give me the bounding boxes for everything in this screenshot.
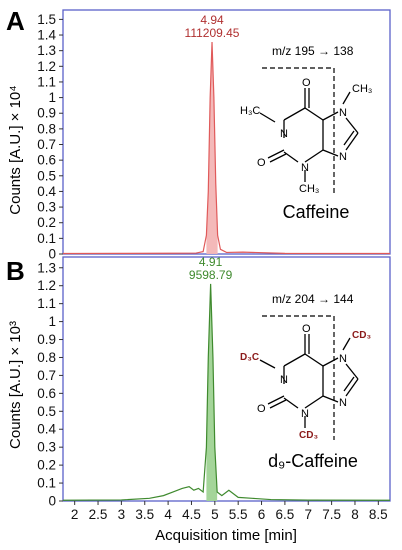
panel-b-x-ticks: 2 2.5 3 3.5 4 4.5 5 5.5 6 6.5 7 7.5 8 8.5 <box>71 501 388 522</box>
x-tick-label: 8.5 <box>369 507 388 522</box>
panel-a-methyl-n1: H₃C <box>240 105 260 117</box>
panel-b-peak-time-label: 4.91 <box>199 255 223 269</box>
x-tick-label: 7 <box>304 507 312 522</box>
panel-b-y-tick-label: 0.9 <box>37 332 56 347</box>
panel-b-atom-n9: N <box>339 397 347 409</box>
x-tick-label: 8 <box>351 507 359 522</box>
panel-a-y-tick-label: 1.3 <box>37 43 56 58</box>
panel-b-series-line <box>62 283 391 501</box>
x-axis-title: Acquisition time [min] <box>155 527 297 544</box>
panel-a-transition-label: m/z 195 → 138 <box>272 44 354 58</box>
panel-a-structure-bonds <box>259 88 359 182</box>
panel-a-atom-n1: N <box>280 128 288 140</box>
panel-b-deutero-methyl-n1: D₃C <box>240 352 259 363</box>
panel-a-y-tick-label: 0.8 <box>37 121 56 136</box>
panel-b-y-axis-title: Counts [A.U.] × 10³ <box>7 321 24 449</box>
panel-a-y-tick-label: 1.2 <box>37 59 56 74</box>
panel-a-y-tick-label: 0.7 <box>37 137 56 152</box>
panel-a-atom-o1: O <box>302 77 311 89</box>
panel-a-y-tick-label: 0.9 <box>37 106 56 121</box>
panel-b-y-tick-label: 1 <box>48 314 56 329</box>
panel-b-label: B <box>6 256 25 286</box>
x-tick-label: 4 <box>164 507 172 522</box>
x-tick-label: 7.5 <box>322 507 341 522</box>
panel-a-series-line <box>63 42 390 255</box>
panel-b-deutero-methyl-n7: CD₃ <box>352 330 371 341</box>
x-tick-label: 4.5 <box>182 507 201 522</box>
panel-b-y-ticks: 0 0.1 0.2 0.3 0.4 0.5 0.6 0.7 0.8 0.9 1 1.1 1.2 1.3 <box>37 260 63 509</box>
panel-a-y-tick-label: 0.5 <box>37 168 56 183</box>
panel-a-y-axis-title: Counts [A.U.] × 10⁴ <box>7 85 24 214</box>
panel-a-caffeine-structure: N N N N O O H₃C CH₃ CH₃ <box>240 77 372 195</box>
panel-b-transition-label: m/z 204 → 144 <box>272 292 354 306</box>
panel-a-atom-o2: O <box>257 157 266 169</box>
panel-b-structure-bonds <box>259 334 359 428</box>
x-tick-label: 2 <box>71 507 79 522</box>
x-tick-label: 5 <box>211 507 219 522</box>
panel-a-methyl-n3: CH₃ <box>299 183 319 195</box>
x-tick-label: 5.5 <box>229 507 248 522</box>
panel-a-y-tick-label: 1.1 <box>37 74 56 89</box>
panel-b-atom-n1: N <box>280 374 288 386</box>
panel-b-y-tick-label: 1.3 <box>37 260 56 275</box>
panel-a-atom-n9: N <box>339 151 347 163</box>
panel-b-y-tick-label: 0.7 <box>37 368 56 383</box>
panel-a-y-tick-label: 0.6 <box>37 153 56 168</box>
x-tick-label: 6 <box>258 507 266 522</box>
panel-b-atom-o1: O <box>302 323 311 335</box>
panel-b-series <box>62 283 391 501</box>
panel-b-peak-area-label: 9598.79 <box>189 268 233 282</box>
x-tick-label: 2.5 <box>89 507 108 522</box>
panel-a-atom-n7: N <box>339 107 347 119</box>
panel-b-y-tick-label: 0.4 <box>37 422 56 437</box>
panel-a-y-tick-label: 0.2 <box>37 215 56 230</box>
panel-b-y-tick-label: 0.5 <box>37 404 56 419</box>
panel-a-y-ticks: 00.10.20.30.40.50.60.70.80.911.11.21.31.… <box>37 12 63 262</box>
panel-b-atom-n7: N <box>339 353 347 365</box>
panel-b-y-tick-label: 0.3 <box>37 440 56 455</box>
panel-a-peak-area-label: 111209.45 <box>185 26 240 40</box>
panel-b-plot-frame <box>62 256 391 502</box>
panel-a-compound-name: Caffeine <box>283 202 350 222</box>
panel-b-deutero-methyl-n3: CD₃ <box>299 430 318 441</box>
panel-a-peak-time-label: 4.94 <box>200 13 224 27</box>
panel-a-y-tick-label: 0.3 <box>37 200 56 215</box>
x-tick-label: 3.5 <box>135 507 154 522</box>
panel-b-atom-o2: O <box>257 403 266 415</box>
panel-a-y-tick-label: 1 <box>48 90 56 105</box>
panel-a-y-tick-label: 0.1 <box>37 231 56 246</box>
panel-b-atom-n3: N <box>301 408 309 420</box>
panel-b-d9-caffeine-structure: N N N N O O D₃C CD₃ CD₃ <box>240 323 371 441</box>
panel-a-fragmentation-line <box>262 67 335 195</box>
panel-a-y-tick-label: 0.4 <box>37 184 56 199</box>
panel-b-y-tick-label: 1.1 <box>37 296 56 311</box>
panel-a-series <box>63 42 390 255</box>
x-tick-label: 3 <box>118 507 126 522</box>
panel-b-y-tick-label: 0.8 <box>37 350 56 365</box>
panel-a-y-tick-label: 0 <box>48 247 56 262</box>
panel-a: A Counts [A.U.] × 10⁴ 00.10.20.30.40.50.… <box>6 6 391 262</box>
panel-a-y-tick-label: 1.5 <box>37 12 56 27</box>
panel-b-fragmentation-line <box>262 315 335 440</box>
panel-a-label: A <box>6 6 25 36</box>
panel-b-y-tick-label: 0.1 <box>37 476 56 491</box>
panel-a-atom-n3: N <box>301 162 309 174</box>
panel-b: B Counts [A.U.] × 10³ 0 0.1 0.2 0.3 0.4 0.5 0.… <box>6 255 391 544</box>
panel-b-y-tick-label: 0.2 <box>37 458 56 473</box>
panel-b-y-tick-label: 0.6 <box>37 386 56 401</box>
panel-a-y-tick-label: 1.4 <box>37 28 56 43</box>
panel-b-y-tick-label: 1.2 <box>37 278 56 293</box>
panel-a-methyl-n7: CH₃ <box>352 83 372 95</box>
panel-a-plot-frame <box>62 9 391 255</box>
panel-b-compound-name: d₉-Caffeine <box>268 451 358 471</box>
x-tick-label: 6.5 <box>276 507 295 522</box>
panel-a-peak-area-fill <box>206 42 218 255</box>
panel-b-y-tick-label: 0 <box>48 494 56 509</box>
